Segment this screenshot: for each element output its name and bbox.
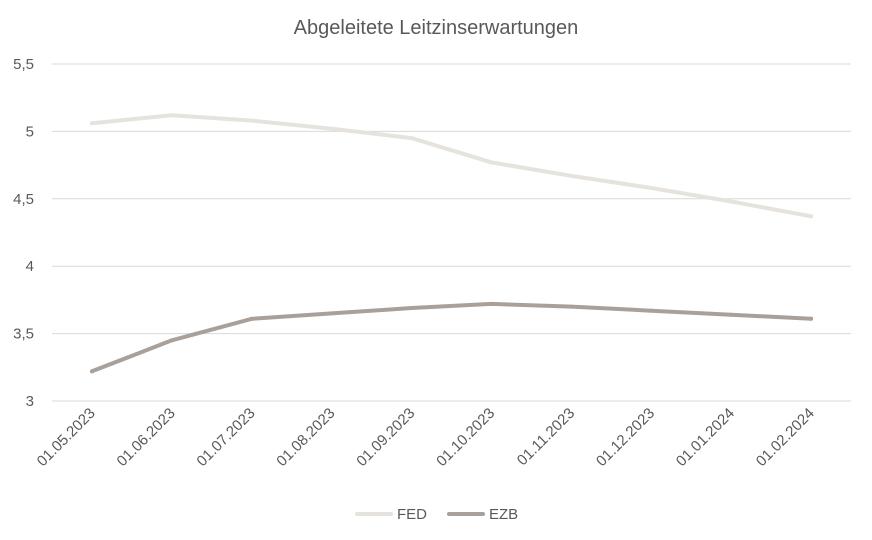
x-axis-ticks: 01.05.2023 01.06.2023 01.07.2023 01.08.2023… [34, 405, 818, 470]
x-tick-label: 01.11.2023 [514, 405, 578, 469]
legend: FED EZB [355, 506, 518, 523]
x-tick-label: 01.08.2023 [273, 405, 338, 470]
data-point [89, 121, 94, 126]
data-point [409, 305, 414, 310]
series-lines [89, 113, 814, 374]
x-tick-label: 01.09.2023 [353, 405, 418, 470]
x-tick-label: 01.06.2023 [114, 405, 179, 470]
data-point [89, 369, 94, 374]
data-point [649, 186, 654, 191]
data-point [169, 113, 174, 118]
y-tick-label: 3 [26, 393, 34, 410]
data-point [809, 316, 814, 321]
y-tick-label: 3,5 [13, 326, 34, 343]
chart-title: Abgeleitete Leitzinserwartungen [294, 17, 579, 39]
gridlines [52, 63, 851, 402]
x-tick-label: 01.01.2024 [673, 405, 738, 470]
data-point [729, 312, 734, 317]
data-point [489, 301, 494, 306]
legend-label-ezb: EZB [489, 506, 518, 523]
x-tick-label: 01.02.2024 [753, 405, 818, 470]
data-point [649, 308, 654, 313]
y-axis-ticks: 3 3,5 4 4,5 5 5,5 [13, 56, 34, 410]
data-point [249, 316, 254, 321]
x-tick-label: 01.10.2023 [433, 405, 498, 470]
data-point [569, 173, 574, 178]
data-point [489, 160, 494, 165]
y-tick-label: 5 [26, 123, 34, 140]
data-point [409, 136, 414, 141]
series-line-fed [90, 113, 814, 219]
x-tick-label: 01.07.2023 [193, 405, 258, 470]
data-point [569, 304, 574, 309]
data-point [169, 338, 174, 343]
y-tick-label: 4,5 [13, 191, 34, 208]
series-line-ezb [90, 301, 814, 374]
data-point [329, 311, 334, 316]
legend-label-fed: FED [397, 506, 427, 523]
data-point [249, 118, 254, 123]
x-tick-label: 01.05.2023 [34, 405, 99, 470]
y-tick-label: 4 [26, 258, 34, 275]
data-point [809, 214, 814, 219]
data-point [729, 199, 734, 204]
data-point [329, 126, 334, 131]
y-tick-label: 5,5 [13, 56, 34, 73]
x-tick-label: 01.12.2023 [593, 405, 658, 470]
